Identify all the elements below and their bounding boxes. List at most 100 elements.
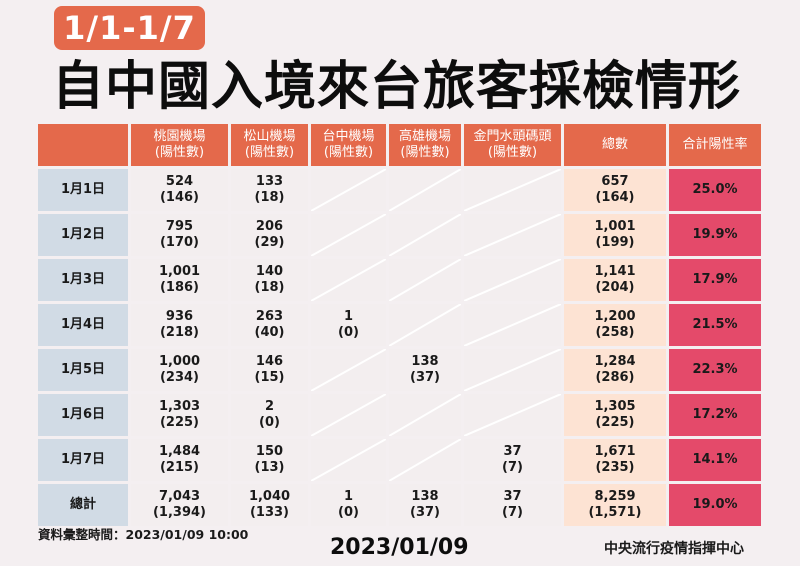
diagonal-slash-icon bbox=[311, 439, 386, 481]
tested-count: 1,001 bbox=[158, 264, 201, 279]
positive-count: (186) bbox=[159, 280, 200, 295]
empty-cell-kinmen bbox=[464, 169, 561, 211]
positive-count: (37) bbox=[410, 505, 440, 520]
positive-count: (133) bbox=[249, 505, 290, 520]
diagonal-slash-icon bbox=[464, 259, 561, 301]
cell-songshan: 263 (40) bbox=[231, 304, 308, 346]
empty-cell-kinmen bbox=[464, 394, 561, 436]
positive-count: (146) bbox=[159, 190, 200, 205]
tested-count: 1,671 bbox=[594, 444, 636, 459]
column-header-kinmen-shuitou-pier: 金門水頭碼頭 (陽性數) bbox=[464, 124, 561, 166]
empty-cell-taichung bbox=[311, 214, 386, 256]
table-row: 1月7日 1,484 (215) 150 (13) 37 (7) 1,671 (235) 14.1… bbox=[38, 439, 761, 481]
tested-count: 1 bbox=[343, 489, 354, 504]
row-date: 1月2日 bbox=[38, 214, 128, 256]
cell-kinmen: 37 (7) bbox=[464, 439, 561, 481]
cell-taoyuan: 524 (146) bbox=[131, 169, 228, 211]
tested-count: 133 bbox=[255, 174, 284, 189]
tested-count: 140 bbox=[255, 264, 284, 279]
positive-count: (1,394) bbox=[152, 505, 206, 520]
table-row: 1月6日 1,303 (225) 2 (0) 1,305 (225) 17.2% bbox=[38, 394, 761, 436]
tested-count: 7,043 bbox=[158, 489, 201, 504]
empty-cell-kinmen bbox=[464, 214, 561, 256]
positive-count: (40) bbox=[254, 325, 285, 340]
tested-count: 263 bbox=[255, 309, 284, 324]
diagonal-slash-icon bbox=[389, 304, 461, 346]
positive-count: (235) bbox=[595, 460, 635, 475]
column-header-sublabel: (陽性數) bbox=[244, 145, 295, 160]
empty-cell-kinmen bbox=[464, 349, 561, 391]
column-header-label: 高雄機場 bbox=[398, 129, 451, 144]
empty-cell-kaohsiung bbox=[389, 394, 461, 436]
table-row: 1月1日 524 (146) 133 (18) 657 (164) 25.0% bbox=[38, 169, 761, 211]
positive-count: (234) bbox=[159, 370, 200, 385]
positive-count: (225) bbox=[595, 415, 635, 430]
positive-count: (7) bbox=[502, 460, 523, 475]
cell-positive-rate: 19.0% bbox=[669, 484, 761, 526]
positive-count: (13) bbox=[254, 460, 285, 475]
tested-count: 1,305 bbox=[594, 399, 636, 414]
tested-count: 1,303 bbox=[158, 399, 201, 414]
column-header-kaohsiung-airport: 高雄機場 (陽性數) bbox=[389, 124, 461, 166]
positive-count: (1,571) bbox=[588, 505, 642, 520]
positive-count: (18) bbox=[254, 280, 285, 295]
tested-count: 8,259 bbox=[594, 489, 636, 504]
cell-taichung: 1 (0) bbox=[311, 484, 386, 526]
diagonal-slash-icon bbox=[464, 349, 561, 391]
tested-count: 1,200 bbox=[594, 309, 636, 324]
cell-total: 1,671 (235) bbox=[564, 439, 666, 481]
cell-taoyuan: 1,001 (186) bbox=[131, 259, 228, 301]
empty-cell-taichung bbox=[311, 169, 386, 211]
cell-songshan: 146 (15) bbox=[231, 349, 308, 391]
tested-count: 1,141 bbox=[594, 264, 636, 279]
tested-count: 795 bbox=[165, 219, 194, 234]
cell-kaohsiung: 138 (37) bbox=[389, 484, 461, 526]
table-row: 1月4日 936 (218) 263 (40) 1 (0) 1,200 (258) 21.5% bbox=[38, 304, 761, 346]
positive-count: (29) bbox=[254, 235, 285, 250]
cell-positive-rate: 14.1% bbox=[669, 439, 761, 481]
diagonal-slash-icon bbox=[311, 214, 386, 256]
diagonal-slash-icon bbox=[389, 439, 461, 481]
table-row: 1月5日 1,000 (234) 146 (15) 138 (37) 1,284 (286) 22… bbox=[38, 349, 761, 391]
positive-count: (199) bbox=[595, 235, 635, 250]
cell-kinmen: 37 (7) bbox=[464, 484, 561, 526]
positive-count: (7) bbox=[502, 505, 523, 520]
tested-count: 2 bbox=[264, 399, 275, 414]
column-header-total: 總數 bbox=[564, 124, 666, 166]
row-date: 1月7日 bbox=[38, 439, 128, 481]
tested-count: 150 bbox=[255, 444, 284, 459]
diagonal-slash-icon bbox=[389, 394, 461, 436]
positive-count: (218) bbox=[159, 325, 200, 340]
cell-taoyuan: 936 (218) bbox=[131, 304, 228, 346]
column-header-label: 松山機場 bbox=[243, 129, 296, 144]
tested-count: 37 bbox=[503, 489, 522, 504]
column-header-label: 總數 bbox=[601, 137, 628, 152]
empty-cell-taichung bbox=[311, 394, 386, 436]
column-header-sublabel: (陽性數) bbox=[323, 145, 374, 160]
table-total-row: 總計 7,043 (1,394) 1,040 (133) 1 (0) 138 (37) 37 (7)… bbox=[38, 484, 761, 526]
diagonal-slash-icon bbox=[311, 169, 386, 211]
empty-cell-taichung bbox=[311, 259, 386, 301]
row-date: 總計 bbox=[38, 484, 128, 526]
tested-count: 1,284 bbox=[594, 354, 636, 369]
positive-count: (204) bbox=[595, 280, 635, 295]
tested-count: 1 bbox=[343, 309, 354, 324]
column-header-taoyuan-airport: 桃園機場 (陽性數) bbox=[131, 124, 228, 166]
table-header-row: 桃園機場 (陽性數) 松山機場 (陽性數) 台中機場 (陽性數) 高雄機場 (陽性數) 金門水頭… bbox=[38, 124, 761, 166]
cell-positive-rate: 25.0% bbox=[669, 169, 761, 211]
positive-count: (18) bbox=[254, 190, 285, 205]
tested-count: 138 bbox=[411, 489, 439, 504]
cell-taoyuan: 795 (170) bbox=[131, 214, 228, 256]
empty-cell-kaohsiung bbox=[389, 259, 461, 301]
cell-positive-rate: 17.9% bbox=[669, 259, 761, 301]
cell-songshan: 140 (18) bbox=[231, 259, 308, 301]
positive-count: (258) bbox=[595, 325, 635, 340]
positive-count: (225) bbox=[159, 415, 200, 430]
empty-cell-taichung bbox=[311, 349, 386, 391]
column-header-label: 合計陽性率 bbox=[682, 137, 748, 152]
cell-total: 1,200 (258) bbox=[564, 304, 666, 346]
tested-count: 524 bbox=[165, 174, 194, 189]
empty-cell-kaohsiung bbox=[389, 304, 461, 346]
cell-positive-rate: 17.2% bbox=[669, 394, 761, 436]
cell-songshan: 2 (0) bbox=[231, 394, 308, 436]
